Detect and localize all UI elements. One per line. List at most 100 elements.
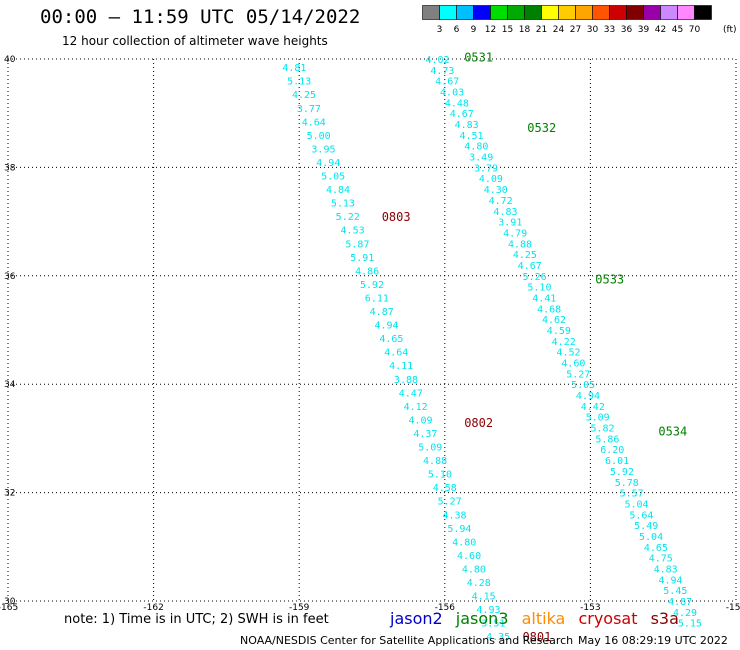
swh-value: 4.80 <box>462 564 486 575</box>
pass-time-label: 0533 <box>595 273 624 287</box>
color-scale-label: 12 <box>485 25 496 35</box>
swh-value: 4.60 <box>457 551 481 562</box>
grid <box>7 58 737 602</box>
pass-time-label: 0803 <box>382 210 411 224</box>
color-scale-label: 27 <box>570 25 581 35</box>
y-tick-label: 32 <box>4 489 15 499</box>
swh-value: 3.88 <box>394 375 418 386</box>
swh-value: 4.60 <box>561 359 585 370</box>
swh-value: 4.51 <box>459 131 483 142</box>
swh-value: 4.22 <box>552 337 576 348</box>
swh-value: 4.03 <box>440 88 464 99</box>
swh-value: 4.87 <box>370 307 394 318</box>
y-tick-label: 34 <box>4 380 16 390</box>
color-scale-label: 21 <box>536 25 547 35</box>
swh-value: 4.84 <box>326 185 350 196</box>
mission-altika: altika <box>521 609 566 628</box>
swh-value: 4.42 <box>581 402 605 413</box>
swh-value: 5.91 <box>350 253 374 264</box>
swh-value: 5.64 <box>629 510 653 521</box>
swh-value: 4.52 <box>557 348 581 359</box>
color-scale-label: 18 <box>519 25 531 35</box>
swh-value: 4.88 <box>423 456 447 467</box>
swh-value: 4.73 <box>430 66 454 77</box>
swh-value: 4.83 <box>654 564 678 575</box>
color-scale-label: 30 <box>587 25 599 35</box>
swh-value: 5.00 <box>307 131 331 142</box>
swh-value: 5.49 <box>634 521 658 532</box>
swh-value: 4.81 <box>282 63 306 74</box>
swh-value: 5.04 <box>624 499 648 510</box>
color-scale-label: 36 <box>621 25 633 35</box>
swh-value: 5.86 <box>595 434 619 445</box>
mission-jason2: jason2 <box>390 609 443 628</box>
series-cryosat: 4.81 5.13 4.25 3.77 4.64 5.00 3.95 4.94 5.05 4.84… <box>282 63 551 644</box>
pass-time-label: 0532 <box>527 121 556 135</box>
swh-value: 4.09 <box>408 415 432 426</box>
swh-value: 4.65 <box>644 543 668 554</box>
swh-value: 4.80 <box>452 537 476 548</box>
swh-value: 4.37 <box>413 429 437 440</box>
y-tick-label: 40 <box>4 55 16 65</box>
swh-value: 4.48 <box>445 98 469 109</box>
x-tick-label: -153 <box>580 603 600 613</box>
swh-value: 4.59 <box>547 326 571 337</box>
swh-value: 3.49 <box>469 153 493 164</box>
swh-value: 5.27 <box>438 497 462 508</box>
swh-value: 4.75 <box>649 554 673 565</box>
color-scale-label: 33 <box>604 25 615 35</box>
swh-value: 4.47 <box>399 388 423 399</box>
swh-value: 5.57 <box>620 489 644 500</box>
color-scale-unit: (ft) <box>723 25 737 35</box>
pass-time-label: 0534 <box>658 424 687 438</box>
swh-value: 4.68 <box>537 304 561 315</box>
y-tick-label: 30 <box>4 597 16 607</box>
swh-value: 5.78 <box>615 478 639 489</box>
x-tick-label: -165 <box>0 603 18 613</box>
swh-value: 5.22 <box>336 212 360 223</box>
swh-value: 5.13 <box>331 199 355 210</box>
swh-value: 4.25 <box>292 90 316 101</box>
x-tick-label: -156 <box>435 603 456 613</box>
credit-text: NOAA/NESDIS Center for Satellite Applica… <box>240 634 574 647</box>
swh-value: 4.72 <box>489 196 513 207</box>
swh-value: 3.91 <box>498 218 522 229</box>
swh-value: 4.15 <box>472 592 496 603</box>
chart-subtitle: 12 hour collection of altimeter wave hei… <box>62 34 328 48</box>
swh-value: 4.41 <box>532 293 556 304</box>
swh-value: 4.83 <box>493 207 517 218</box>
swh-value: 6.11 <box>365 293 389 304</box>
color-scale-label: 45 <box>672 25 683 35</box>
color-swatch <box>694 5 712 20</box>
color-scale-label: 9 <box>471 25 477 35</box>
x-tick-label: -159 <box>289 603 310 613</box>
swh-value: 4.64 <box>302 117 326 128</box>
swh-value: 5.82 <box>590 424 614 435</box>
swh-value: 4.94 <box>658 575 682 586</box>
swh-value: 5.92 <box>360 280 384 291</box>
swh-value: 4.86 <box>355 266 379 277</box>
color-scale-label: 42 <box>655 25 666 35</box>
mission-jason3: jason3 <box>455 609 509 628</box>
y-tick-label: 38 <box>4 163 16 173</box>
mission-cryosat: cryosat <box>578 609 638 628</box>
swh-value: 4.87 <box>668 597 692 608</box>
swh-value: 5.27 <box>566 369 590 380</box>
swh-value: 4.83 <box>455 120 479 131</box>
pass-time-label: 0531 <box>464 50 493 64</box>
pass-time-label: 0802 <box>464 416 493 430</box>
swh-value: 5.45 <box>663 586 687 597</box>
swh-value: 4.67 <box>518 261 542 272</box>
swh-value: 3.77 <box>297 104 321 115</box>
swh-value: 4.58 <box>433 483 457 494</box>
mission-legend: jason2 jason3 altika cryosat s3a <box>390 609 687 628</box>
swh-value: 4.29 <box>673 608 697 619</box>
swh-value: 5.09 <box>586 413 610 424</box>
swh-value: 4.25 <box>513 250 537 261</box>
swh-value: 4.94 <box>316 158 340 169</box>
swh-value: 4.67 <box>450 109 474 120</box>
swh-value: 4.09 <box>479 174 503 185</box>
swh-value: 4.30 <box>484 185 508 196</box>
swh-value: 4.88 <box>508 239 532 250</box>
swh-value: 4.65 <box>379 334 403 345</box>
